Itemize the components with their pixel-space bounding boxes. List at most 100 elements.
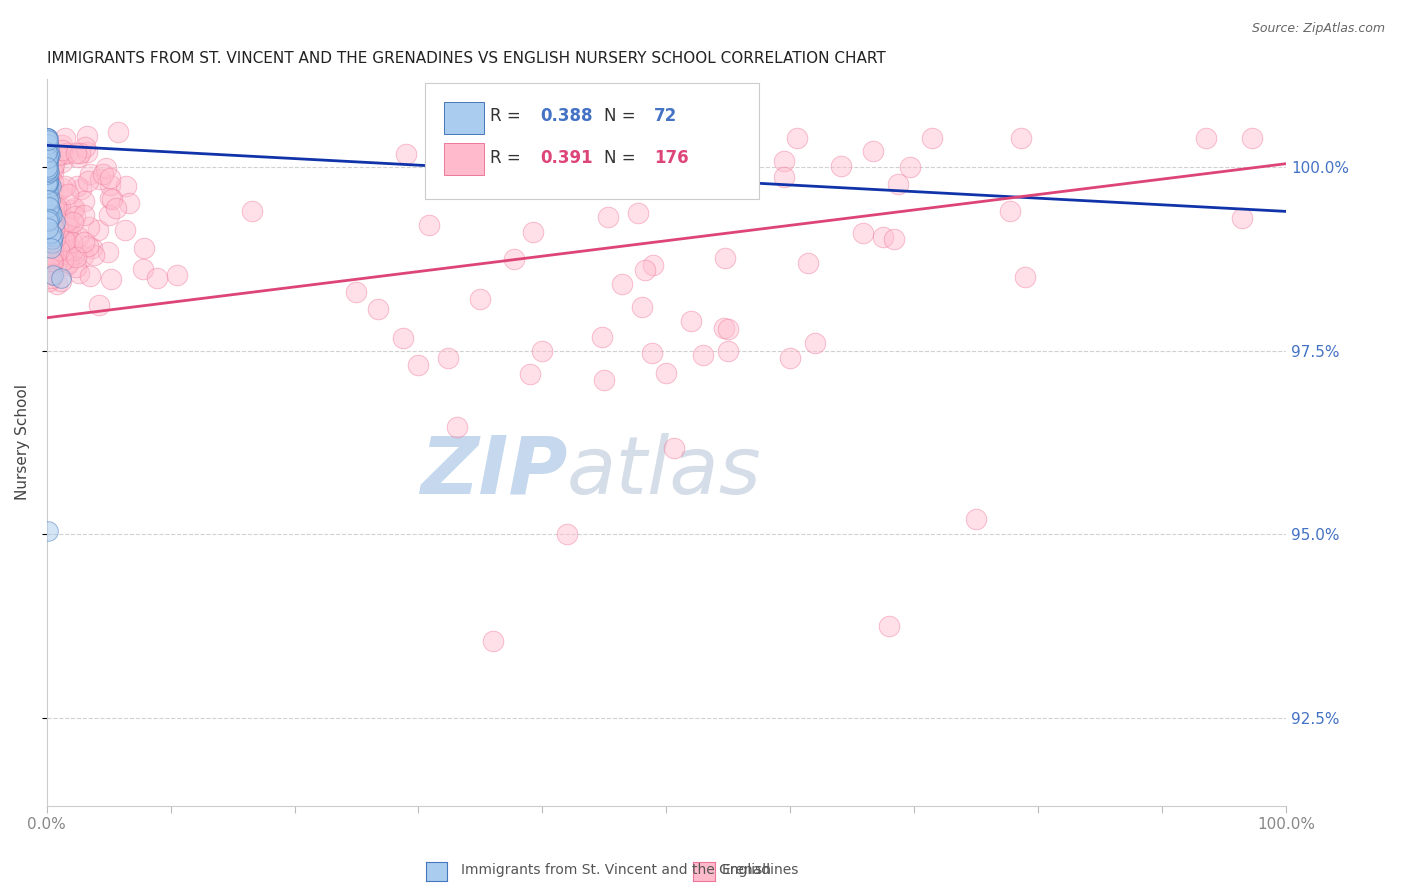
Point xyxy=(107,125,129,139)
Point xyxy=(35,131,58,145)
Point xyxy=(66,230,89,244)
Point xyxy=(37,176,59,190)
Point xyxy=(35,147,58,161)
Point xyxy=(37,157,59,171)
Point xyxy=(35,145,58,160)
Point xyxy=(37,193,59,207)
Point xyxy=(73,140,96,154)
Point xyxy=(482,633,505,648)
Point xyxy=(39,241,62,255)
Point xyxy=(998,203,1021,218)
Point xyxy=(965,512,987,526)
Point xyxy=(42,161,65,175)
Point xyxy=(46,221,69,235)
Point xyxy=(48,200,70,214)
Point xyxy=(1230,211,1253,225)
Point xyxy=(39,193,62,207)
Point xyxy=(35,164,58,178)
Point xyxy=(37,172,59,186)
Point xyxy=(681,314,703,328)
Point xyxy=(53,234,76,248)
Point xyxy=(37,137,59,152)
Point xyxy=(37,175,59,189)
Point xyxy=(503,252,526,266)
Point xyxy=(610,277,633,292)
Point xyxy=(38,180,60,194)
Point xyxy=(1195,131,1218,145)
Point xyxy=(62,243,84,257)
Point xyxy=(39,271,62,285)
Point xyxy=(37,160,59,174)
Point xyxy=(1241,131,1264,145)
Text: ZIP: ZIP xyxy=(420,433,567,510)
Point xyxy=(114,223,136,237)
Point xyxy=(879,619,901,633)
Point xyxy=(101,192,124,206)
Point xyxy=(531,343,554,358)
Point xyxy=(80,241,103,255)
Point xyxy=(470,293,492,307)
Point xyxy=(77,239,100,253)
Point xyxy=(55,243,77,257)
Point xyxy=(35,136,58,151)
Point xyxy=(534,155,557,169)
Point xyxy=(115,179,138,194)
Point xyxy=(56,258,79,272)
Point xyxy=(713,321,735,335)
Point xyxy=(51,154,73,169)
Point xyxy=(65,250,87,264)
Point xyxy=(41,235,63,250)
Point xyxy=(38,188,60,202)
Point xyxy=(97,244,120,259)
Point xyxy=(39,148,62,162)
Point xyxy=(1010,131,1032,145)
Point xyxy=(98,190,121,204)
Point xyxy=(70,182,93,196)
Point xyxy=(62,202,84,217)
Point xyxy=(37,524,59,538)
Point xyxy=(56,214,79,228)
Point xyxy=(73,208,96,222)
Point xyxy=(37,176,59,190)
Point xyxy=(42,184,65,198)
Point xyxy=(62,214,84,228)
Point xyxy=(626,206,648,220)
Point xyxy=(367,301,389,316)
Point xyxy=(37,167,59,181)
Text: 176: 176 xyxy=(654,149,689,167)
Point xyxy=(38,211,60,225)
Point xyxy=(38,213,60,227)
Point xyxy=(53,228,76,243)
Point xyxy=(921,131,943,145)
Text: N =: N = xyxy=(605,149,641,167)
FancyBboxPatch shape xyxy=(444,102,484,134)
Point xyxy=(145,271,167,285)
Point xyxy=(37,214,59,228)
Point xyxy=(132,262,155,277)
Point xyxy=(37,162,59,177)
Point xyxy=(49,274,72,288)
Point xyxy=(69,146,91,161)
Text: 72: 72 xyxy=(654,107,678,126)
Point xyxy=(41,232,63,246)
Point xyxy=(37,200,59,214)
Point xyxy=(72,249,94,263)
Point xyxy=(522,225,544,239)
Point xyxy=(37,195,59,210)
Point xyxy=(37,161,59,176)
Point xyxy=(38,265,60,279)
Point xyxy=(35,131,58,145)
Point xyxy=(38,147,60,161)
Point xyxy=(38,198,60,212)
Point xyxy=(772,170,794,185)
Point xyxy=(38,165,60,179)
Point xyxy=(42,199,65,213)
Point xyxy=(42,165,65,179)
Point xyxy=(37,178,59,193)
Point xyxy=(408,359,430,373)
Point xyxy=(39,226,62,240)
Point xyxy=(862,144,884,158)
Point xyxy=(98,208,121,222)
Point xyxy=(52,253,75,268)
Point xyxy=(786,131,808,145)
